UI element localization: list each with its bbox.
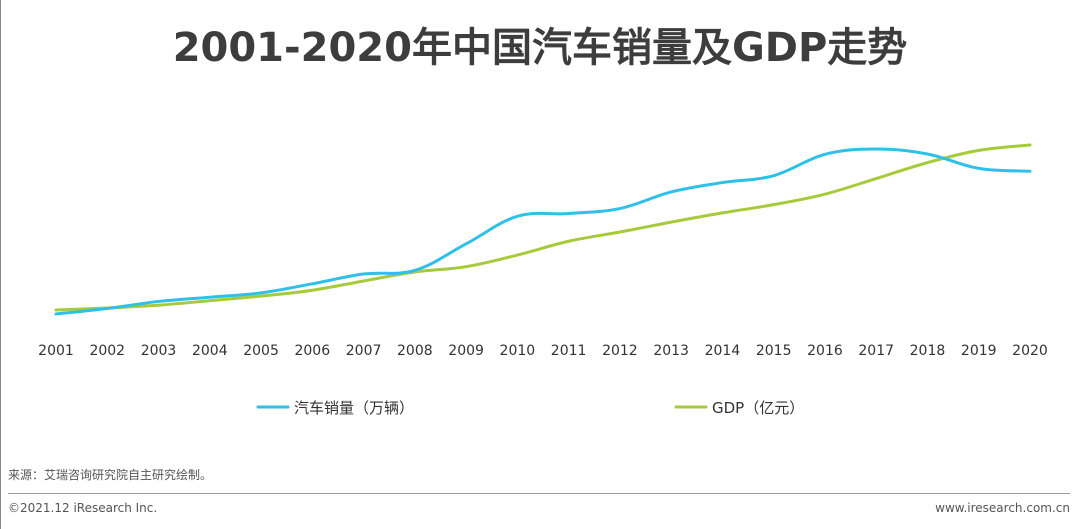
x-tick-label: 2005	[243, 343, 279, 359]
x-tick-label: 2020	[1012, 343, 1048, 359]
x-tick-label: 2013	[653, 343, 689, 359]
x-tick-label: 2017	[858, 343, 894, 359]
x-tick-label: 2002	[89, 343, 125, 359]
x-tick-label: 2006	[294, 343, 330, 359]
legend-label-gdp: GDP（亿元）	[712, 399, 804, 417]
footer-divider	[8, 493, 1070, 494]
x-tick-label: 2018	[910, 343, 946, 359]
x-tick-label: 2007	[346, 343, 382, 359]
source-note: 来源：艾瑞咨询研究院自主研究绘制。	[8, 468, 213, 482]
legend-label-sales: 汽车销量（万辆）	[294, 399, 414, 417]
x-tick-label: 2012	[602, 343, 638, 359]
x-tick-label: 2016	[807, 343, 843, 359]
gdp-series-line	[54, 143, 1032, 312]
frame-border	[0, 0, 1, 529]
x-tick-label: 2009	[448, 343, 484, 359]
x-tick-label: 2015	[756, 343, 792, 359]
sales-series-line	[54, 147, 1032, 316]
x-tick-label: 2008	[397, 343, 433, 359]
x-tick-label: 2003	[141, 343, 177, 359]
line-chart: 2001 2002 2003 2004 2005 2006 2007 2008 2009 2010…	[38, 143, 1048, 417]
x-tick-label: 2010	[500, 343, 536, 359]
x-tick-label: 2011	[551, 343, 587, 359]
x-tick-label: 2014	[705, 343, 741, 359]
x-tick-label: 2001	[38, 343, 74, 359]
x-tick-label: 2004	[192, 343, 228, 359]
website-link[interactable]: www.iresearch.com.cn	[935, 501, 1070, 515]
copyright-text: ©2021.12 iResearch Inc.	[8, 501, 158, 515]
chart-title: 2001-2020年中国汽车销量及GDP走势	[172, 25, 908, 71]
x-tick-label: 2019	[961, 343, 997, 359]
